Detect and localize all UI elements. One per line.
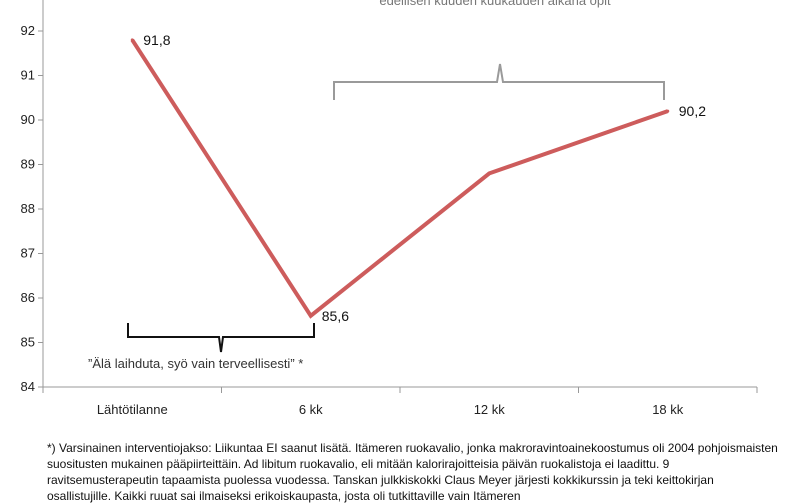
series-line [130,38,669,319]
x-tick-label: 18 kk [652,402,684,417]
y-tick-label: 87 [21,246,35,261]
series-group [130,38,670,319]
data-point [130,38,134,42]
top-bracket [333,63,665,100]
y-axis: 84 85 86 87 88 89 90 91 92 [21,0,44,394]
y-tick-label: 84 [21,379,35,394]
y-tick-label: 90 [21,112,35,127]
chart-annotations: edellisen kuuden kuukauden aikana opit ”… [88,0,665,371]
data-labels: 91,8 85,6 90,2 [143,32,706,324]
x-tick-label: 6 kk [299,402,323,417]
data-point [666,109,670,113]
top-bracket-text: edellisen kuuden kuukauden aikana opit [379,0,611,8]
data-label: 90,2 [679,103,706,119]
y-tick-label: 86 [21,290,35,305]
footnote: *) Varsinainen interventiojakso: Liikunt… [47,440,781,503]
y-tick-label: 85 [21,335,35,350]
y-tick-label: 91 [21,68,35,83]
data-label: 85,6 [322,308,349,324]
y-tick-label: 88 [21,201,35,216]
footnote-text: *) Varsinainen interventiojakso: Liikunt… [47,441,778,503]
data-point [309,314,313,318]
data-point [487,171,491,175]
bottom-bracket [127,323,315,353]
bottom-bracket-text: ”Älä laihduta, syö vain terveellisesti” … [88,356,303,371]
x-tick-label: 12 kk [474,402,506,417]
y-tick-label: 92 [21,23,35,38]
x-axis: Lähtötilanne 6 kk 12 kk 18 kk [42,386,758,417]
y-tick-label: 89 [21,157,35,172]
line-chart: 84 85 86 87 88 89 90 91 92 Lähtötilanne 6 kk 12 kk… [21,0,758,417]
x-tick-label: Lähtötilanne [97,402,168,417]
data-label: 91,8 [143,32,170,48]
